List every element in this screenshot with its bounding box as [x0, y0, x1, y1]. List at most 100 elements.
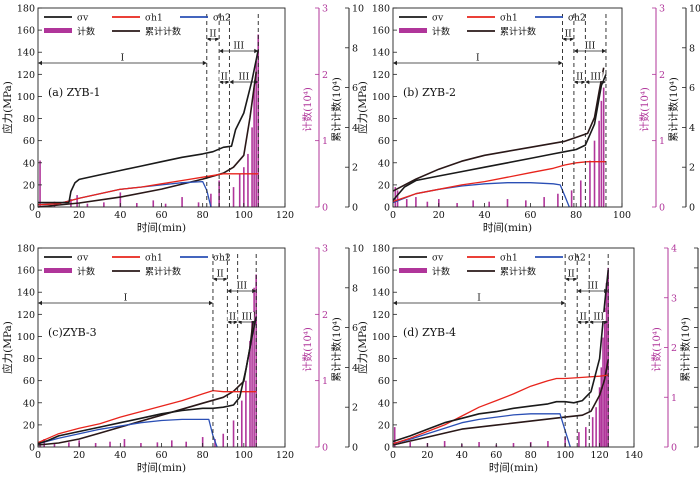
cumulative-axis-tick-label: 10: [352, 244, 364, 255]
cumulative-axis-tick-label: 4: [352, 123, 358, 134]
y-tick-label: 160: [372, 26, 390, 37]
x-tick-label: 0: [35, 210, 41, 221]
legend-label-cum: 累计计数: [145, 26, 181, 38]
count-axis-tick-label: 1: [322, 376, 328, 387]
series-line-cum: [392, 359, 609, 446]
x-tick-label: 40: [456, 450, 468, 461]
cumulative-axis-tick-label: 2: [352, 403, 358, 414]
y-tick-label: 60: [23, 376, 35, 387]
x-axis-label: 时间(min): [483, 221, 532, 234]
cumulative-axis-tick-label: 4: [352, 363, 358, 374]
count-axis-tick-label: 2: [671, 343, 677, 354]
stage-label: III: [587, 282, 598, 292]
cumulative-axis-tick-label: 8: [352, 43, 358, 54]
plot-frame: [37, 247, 286, 448]
stage-label: II: [217, 270, 225, 280]
y-tick-label: 20: [378, 420, 390, 431]
y-axis-label: 应力(MPa): [1, 321, 14, 374]
stage-label: I: [477, 294, 481, 304]
count-axis-label: 计数(10⁴): [638, 87, 651, 132]
stage-label: III: [242, 313, 253, 323]
y-tick-label: 180: [372, 244, 390, 255]
series-line-sh1: [37, 389, 257, 444]
cumulative-axis-tick-label: 0: [352, 203, 358, 214]
count-axis-tick-label: 3: [322, 244, 328, 255]
count-axis-tick-label: 4: [671, 244, 677, 255]
y-tick-label: 60: [378, 136, 390, 147]
stage-label: II: [209, 30, 217, 40]
stage-label: III: [233, 42, 244, 52]
count-axis-tick-label: 0: [322, 203, 328, 214]
stage-label: II: [229, 313, 237, 323]
stage-arrowhead: [601, 48, 606, 54]
panel-label: (d) ZYB-4: [403, 326, 456, 339]
series-line-sh1: [37, 173, 259, 206]
series-line-sv: [392, 270, 609, 443]
y-tick-label: 0: [29, 443, 35, 454]
stage-label-bg: [231, 41, 246, 50]
x-tick-label: 80: [570, 210, 582, 221]
x-tick-label: 100: [613, 210, 631, 221]
y-tick-label: 60: [23, 136, 35, 147]
series-line-sv: [38, 49, 259, 204]
y-tick-label: 40: [23, 398, 35, 409]
stage-label-bg: [588, 72, 603, 81]
series-line-sh2: [37, 418, 218, 448]
y-tick-label: 120: [17, 310, 35, 321]
stage-arrowhead: [558, 60, 563, 66]
x-tick-label: 40: [114, 450, 126, 461]
cumulative-axis-tick-label: 0: [689, 203, 695, 214]
legend-label-sh1: σh1: [145, 254, 163, 264]
legend-label-cum: 累计计数: [145, 266, 181, 278]
stage-label-bg: [476, 293, 483, 302]
stage-label: I: [476, 54, 480, 64]
x-tick-label: 60: [155, 450, 167, 461]
cumulative-axis-tick-label: 2: [689, 163, 695, 174]
y-tick-label: 0: [384, 203, 390, 214]
y-tick-label: 140: [17, 288, 35, 299]
stage-arrowhead: [208, 300, 213, 306]
series-line-sv: [37, 316, 257, 445]
y-tick-label: 40: [378, 158, 390, 169]
x-tick-label: 20: [73, 210, 85, 221]
stage-label-bg: [585, 281, 600, 290]
legend-swatch-count: [399, 268, 427, 273]
cumulative-axis-tick-label: 4: [689, 123, 695, 134]
count-axis-tick-label: 2: [659, 70, 665, 81]
stage-arrowhead: [573, 48, 578, 54]
y-tick-label: 100: [372, 92, 390, 103]
x-tick-label: 120: [276, 450, 294, 461]
stage-label: II: [580, 313, 588, 323]
series-line-sh1: [392, 161, 606, 203]
cumulative-axis-tick-label: 6: [352, 83, 358, 94]
cumulative-axis-tick-label: 6: [689, 83, 695, 94]
cumulative-axis-tick-label: 2: [352, 163, 358, 174]
stage-arrowhead: [604, 288, 609, 294]
legend-label-count: 计数: [432, 266, 450, 278]
x-tick-label: 0: [390, 450, 396, 461]
x-axis-label: 时间(min): [137, 461, 186, 474]
stage-label: II: [568, 270, 576, 280]
y-tick-label: 120: [372, 70, 390, 81]
stage-label: I: [121, 54, 125, 64]
y-axis-label: 应力(MPa): [356, 321, 369, 374]
series-line-sh2: [392, 182, 570, 208]
stage-label-bg: [227, 312, 238, 321]
stage-arrowhead: [393, 300, 397, 306]
x-tick-label: 40: [479, 210, 491, 221]
stage-label-bg: [574, 72, 585, 81]
x-tick-label: 20: [433, 210, 445, 221]
y-tick-label: 100: [372, 332, 390, 343]
series-line-sv: [392, 73, 607, 201]
legend-label-sh2: σh2: [568, 14, 586, 24]
y-tick-label: 0: [29, 203, 35, 214]
stage-label-bg: [207, 29, 218, 38]
stage-label-bg: [578, 312, 589, 321]
x-tick-label: 40: [114, 210, 126, 221]
y-tick-label: 20: [23, 180, 35, 191]
count-axis-tick-label: 3: [659, 4, 665, 15]
series-line-sh2: [392, 413, 571, 448]
stage-arrowhead: [254, 48, 259, 54]
x-tick-label: 100: [556, 450, 574, 461]
